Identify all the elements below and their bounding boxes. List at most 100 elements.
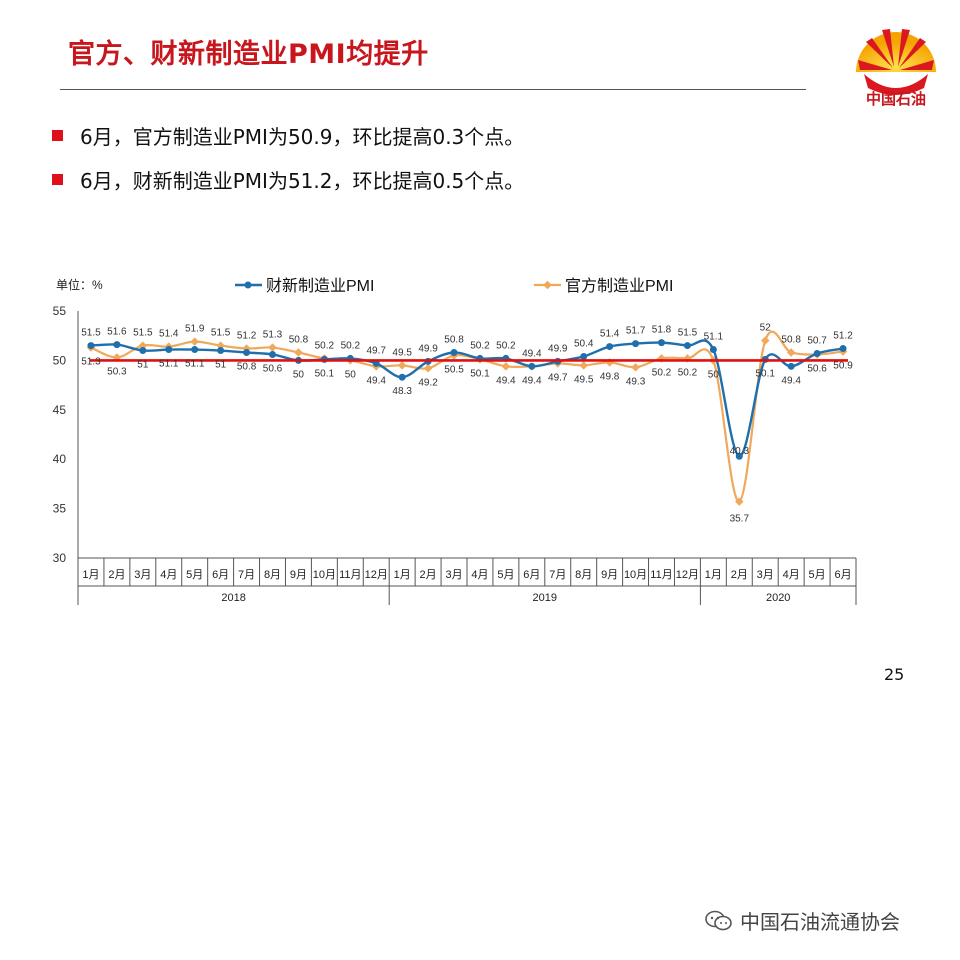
x-tick-label: 5月 <box>497 569 514 581</box>
caixin-pmi-point <box>113 341 121 349</box>
caixin-data-label: 50.2 <box>341 340 361 351</box>
official-data-label: 50.9 <box>833 361 853 372</box>
caixin-data-label: 51.2 <box>833 331 853 342</box>
official-data-label: 49.5 <box>574 374 594 385</box>
x-tick-label: 1月 <box>705 569 722 581</box>
y-tick-label: 35 <box>53 502 67 516</box>
title-divider <box>60 89 806 90</box>
official-data-label: 51.4 <box>159 329 179 340</box>
x-tick-label: 11月 <box>650 569 672 581</box>
x-tick-label: 8月 <box>575 569 592 581</box>
x-tick-label: 3月 <box>134 569 151 581</box>
caixin-pmi-point <box>398 373 406 381</box>
x-tick-label: 5月 <box>186 569 203 581</box>
caixin-data-label: 40.3 <box>730 446 750 457</box>
x-tick-label: 7月 <box>549 569 566 581</box>
official-data-label: 51.3 <box>81 357 101 368</box>
official-data-label: 35.7 <box>730 514 750 525</box>
bullet-square-icon <box>52 130 63 141</box>
bullet-item-official: 6月，官方制造业PMI为50.9，环比提高0.3个点。 <box>52 121 524 150</box>
official-pmi-point <box>786 348 796 357</box>
x-tick-label: 2月 <box>420 569 437 581</box>
caixin-pmi-point <box>787 362 795 370</box>
official-data-label: 50.6 <box>807 363 827 374</box>
footer-watermark: 中国石油流通协会 <box>704 906 900 935</box>
x-tick-label: 2月 <box>108 569 125 581</box>
caixin-data-label: 51.8 <box>652 325 672 336</box>
official-data-label: 50.2 <box>678 367 698 378</box>
official-data-label: 49.4 <box>496 375 516 386</box>
x-tick-label: 1月 <box>82 569 99 581</box>
y-tick-label: 50 <box>53 353 67 367</box>
caixin-data-label: 50.2 <box>470 340 490 351</box>
official-data-label: 50.8 <box>289 334 309 345</box>
official-pmi-point <box>423 364 433 373</box>
bullet-text: 6月，财新制造业PMI为51.2，环比提高0.5个点。 <box>80 169 525 193</box>
caixin-data-label: 51.7 <box>626 326 646 337</box>
slide-title: 官方、财新制造业PMI均提升 <box>68 39 429 70</box>
caixin-data-label: 50.4 <box>574 338 594 349</box>
y-tick-label: 40 <box>53 452 67 466</box>
official-data-label: 49.3 <box>626 376 646 387</box>
caixin-pmi-point <box>839 345 847 353</box>
caixin-pmi-point <box>450 348 458 356</box>
caixin-data-label: 51.5 <box>678 328 698 339</box>
official-data-label: 50.5 <box>444 364 464 375</box>
bullet-square-icon <box>52 174 63 185</box>
official-data-label: 49.8 <box>600 371 620 382</box>
official-pmi-point <box>216 341 225 350</box>
official-pmi-point <box>735 497 744 506</box>
caixin-pmi-point <box>735 452 743 460</box>
official-pmi-point <box>190 337 199 346</box>
caixin-data-label: 50.1 <box>315 368 335 379</box>
official-data-label: 50 <box>345 369 357 380</box>
caixin-data-label: 51 <box>215 360 227 371</box>
legend-caixin-marker <box>244 281 252 289</box>
official-data-label: 51.3 <box>263 330 283 341</box>
caixin-pmi-point <box>139 347 147 355</box>
x-tick-label: 6月 <box>212 569 229 581</box>
caixin-pmi-point <box>243 348 251 356</box>
x-tick-label: 1月 <box>394 569 411 581</box>
official-data-label: 50.2 <box>652 367 672 378</box>
footer-text: 中国石油流通协会 <box>740 910 900 934</box>
x-tick-label: 10月 <box>624 569 647 581</box>
caixin-pmi-point <box>528 362 536 370</box>
caixin-data-label: 49.9 <box>418 343 438 354</box>
page-number: 25 <box>884 665 905 684</box>
caixin-data-label: 51 <box>137 360 149 371</box>
caixin-pmi-point <box>191 346 199 354</box>
bullet-item-caixin: 6月，财新制造业PMI为51.2，环比提高0.5个点。 <box>52 165 524 194</box>
legend-caixin-label: 财新制造业PMI <box>266 277 374 295</box>
official-data-label: 49.4 <box>522 375 542 386</box>
x-tick-label: 3月 <box>757 569 774 581</box>
x-tick-label: 6月 <box>834 569 851 581</box>
caixin-data-label: 50.8 <box>237 361 257 372</box>
official-data-label: 49.2 <box>418 377 438 388</box>
caixin-data-label: 50 <box>293 369 305 380</box>
caixin-data-label: 51.1 <box>159 359 179 370</box>
caixin-data-label: 50.6 <box>263 363 283 374</box>
x-tick-label: 4月 <box>783 569 800 581</box>
official-pmi-point <box>501 362 511 371</box>
year-group-label: 2018 <box>221 592 245 604</box>
official-pmi-line <box>90 330 844 503</box>
caixin-pmi-point <box>813 349 821 357</box>
caixin-pmi-point <box>580 352 588 360</box>
caixin-data-label: 51.4 <box>600 329 620 340</box>
caixin-pmi-point <box>709 346 717 354</box>
x-tick-label: 8月 <box>264 569 281 581</box>
official-data-label: 49.4 <box>366 375 386 386</box>
official-data-label: 49.5 <box>392 347 412 358</box>
legend-official-label: 官方制造业PMI <box>565 277 673 295</box>
caixin-data-label: 50.2 <box>496 340 516 351</box>
x-tick-label: 9月 <box>290 569 307 581</box>
x-tick-label: 7月 <box>238 569 255 581</box>
official-pmi-point <box>760 336 770 345</box>
official-data-label: 49.7 <box>548 372 568 383</box>
x-tick-label: 12月 <box>676 569 699 581</box>
caixin-data-label: 50.1 <box>755 368 775 379</box>
caixin-pmi-point <box>87 342 95 350</box>
year-group-label: 2020 <box>766 592 790 604</box>
